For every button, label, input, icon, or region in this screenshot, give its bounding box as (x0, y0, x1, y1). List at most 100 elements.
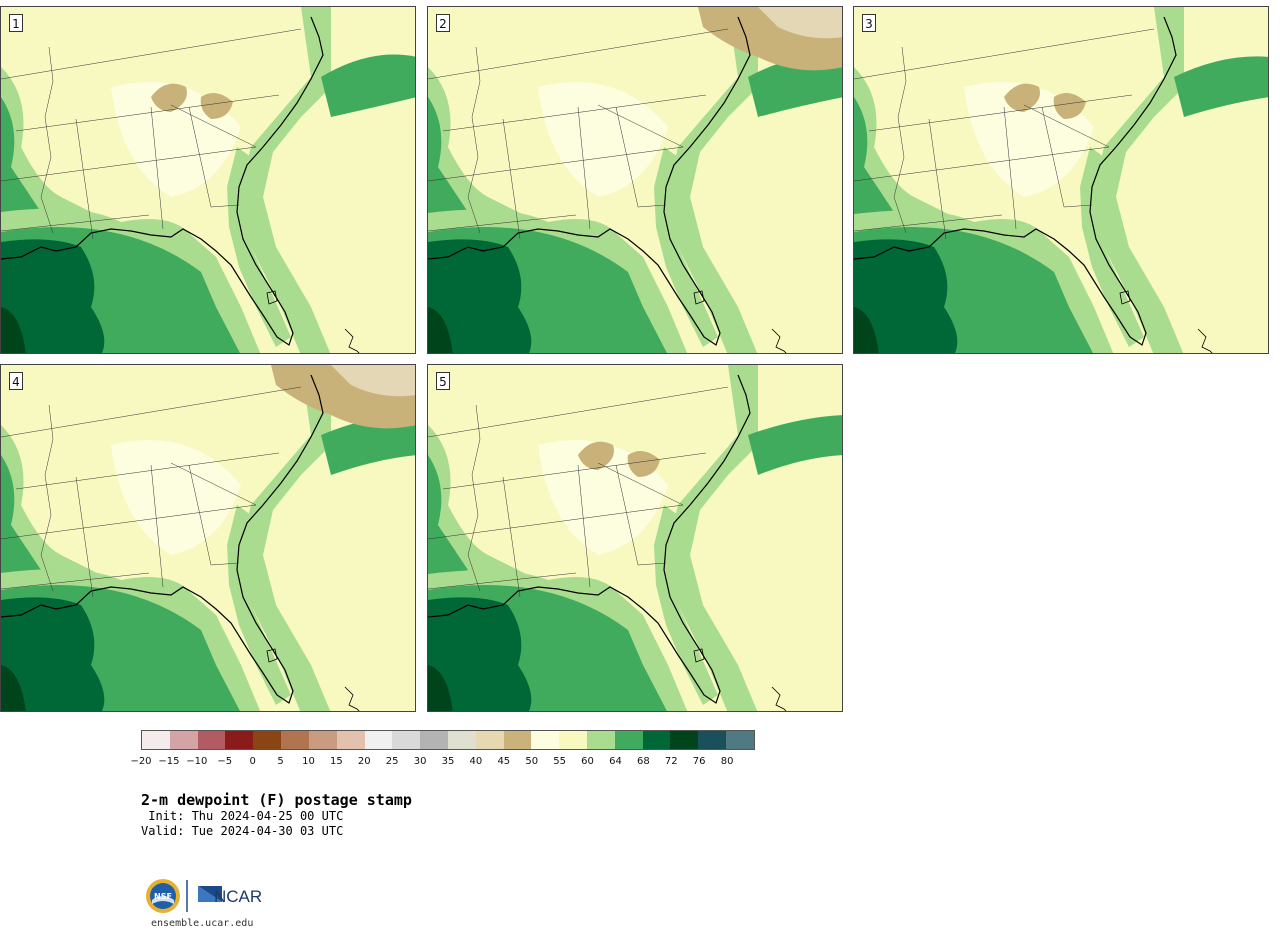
state-border (40, 46, 54, 234)
colorbar-swatch (670, 731, 699, 749)
colorbar-swatch (225, 731, 254, 749)
appalachian-dry-patch (151, 83, 187, 112)
member-label: 2 (436, 14, 450, 32)
colorbar-swatch (364, 731, 393, 749)
forecast-panel-member-5: 5 (427, 364, 843, 712)
forecast-panel-member-2: 2 (427, 6, 843, 354)
colorbar-swatch (336, 731, 365, 749)
coastline (428, 16, 751, 346)
colorbar-tick-label: 60 (581, 756, 594, 767)
plot-title: 2-m dewpoint (F) postage stamp (141, 791, 412, 809)
west-moist-region (854, 67, 964, 232)
state-border (442, 452, 707, 490)
coastal-moist-strip (227, 147, 291, 347)
colorbar-tick-label: 80 (720, 756, 734, 767)
colorbar-swatch (169, 731, 198, 749)
init-time: Init: Thu 2024-04-25 00 UTC (141, 809, 344, 823)
gulf-tropical-region (428, 239, 532, 353)
svg-text:NSF: NSF (154, 892, 172, 901)
member-label: 3 (862, 14, 876, 32)
valid-time: Valid: Tue 2024-04-30 03 UTC (141, 824, 344, 838)
colorbar-tick-label: 76 (692, 756, 706, 767)
map-image (1, 7, 415, 353)
appalachian-dry-patch (1004, 83, 1040, 112)
gulf-tropical-region (1, 239, 105, 353)
lake-okeechobee (1119, 290, 1131, 305)
gulf-tropical-region (428, 597, 532, 711)
dry-swath (111, 440, 241, 555)
lake-okeechobee (693, 648, 705, 663)
gulf-deep-moist (854, 307, 879, 353)
colorbar-swatch (308, 731, 337, 749)
state-border (615, 106, 639, 208)
coastline (1, 16, 324, 346)
state-border (502, 118, 521, 240)
colorbar-swatch (531, 731, 560, 749)
west-very-moist (854, 97, 894, 222)
colorbar-tick-label: 5 (277, 756, 284, 767)
coastal-moist-strip (654, 147, 718, 347)
gulf-deep-moist (428, 665, 453, 711)
bahamas-islands (344, 328, 360, 353)
colorbar-swatch (614, 731, 643, 749)
colorbar-swatch (392, 731, 421, 749)
bahamas-islands (771, 328, 787, 353)
west-moist-region (1, 425, 111, 590)
colorbar-tick-label: 50 (525, 756, 539, 767)
west-moist-region (428, 425, 538, 590)
state-border (854, 214, 1003, 232)
website-link[interactable]: ensemble.ucar.edu (151, 918, 254, 929)
gulf-tropical-region (854, 239, 958, 353)
colorbar-swatch (447, 731, 476, 749)
map-image (428, 365, 842, 711)
state-border (428, 146, 684, 182)
northeast-very-dry (331, 365, 415, 397)
state-border (502, 476, 521, 598)
appalachian-dry-patch (578, 441, 614, 470)
gulf-stream-band (1174, 56, 1268, 117)
colorbar-swatch (475, 731, 504, 749)
state-border (188, 464, 212, 566)
colorbar-tick-label: −15 (158, 756, 180, 767)
west-very-moist (1, 97, 41, 222)
state-border (15, 94, 280, 132)
appalachian-dry-patch (1053, 93, 1086, 119)
member-label: 1 (9, 14, 23, 32)
colorbar-swatch (698, 731, 727, 749)
bahamas-islands (344, 686, 360, 711)
state-border (75, 118, 94, 240)
colorbar-swatch (503, 731, 532, 749)
gulf-deep-moist (428, 307, 453, 353)
state-border (170, 104, 257, 148)
state-border (150, 106, 164, 230)
colorbar-tick-label: −10 (186, 756, 208, 767)
colorbar-tick-label: 45 (497, 756, 511, 767)
map-image (854, 7, 1268, 353)
nsf-seal-icon: NSF (146, 879, 180, 913)
colorbar-swatch (142, 731, 170, 749)
forecast-panel-member-1: 1 (0, 6, 416, 354)
colorbar-tick-label: 35 (441, 756, 455, 767)
state-border (428, 214, 577, 232)
coastal-moist-strip (227, 505, 291, 705)
appalachian-dry-patch (627, 451, 660, 477)
colorbar-swatch (281, 731, 309, 749)
state-border (597, 104, 684, 148)
state-border (854, 28, 1155, 80)
appalachian-dry-patch (200, 93, 233, 119)
lake-okeechobee (266, 648, 278, 663)
state-border (467, 404, 481, 592)
member-label: 5 (436, 372, 450, 390)
map-image (1, 365, 415, 711)
state-border (170, 462, 257, 506)
state-border (597, 462, 684, 506)
state-border (428, 386, 729, 438)
state-border (188, 106, 212, 208)
gulf-stream-band (748, 415, 842, 475)
state-border (893, 46, 907, 234)
state-border (442, 94, 707, 132)
state-border (428, 572, 577, 590)
colorbar-tick-label: −20 (130, 756, 152, 767)
state-border (210, 204, 240, 208)
colorbar-swatch (420, 731, 448, 749)
